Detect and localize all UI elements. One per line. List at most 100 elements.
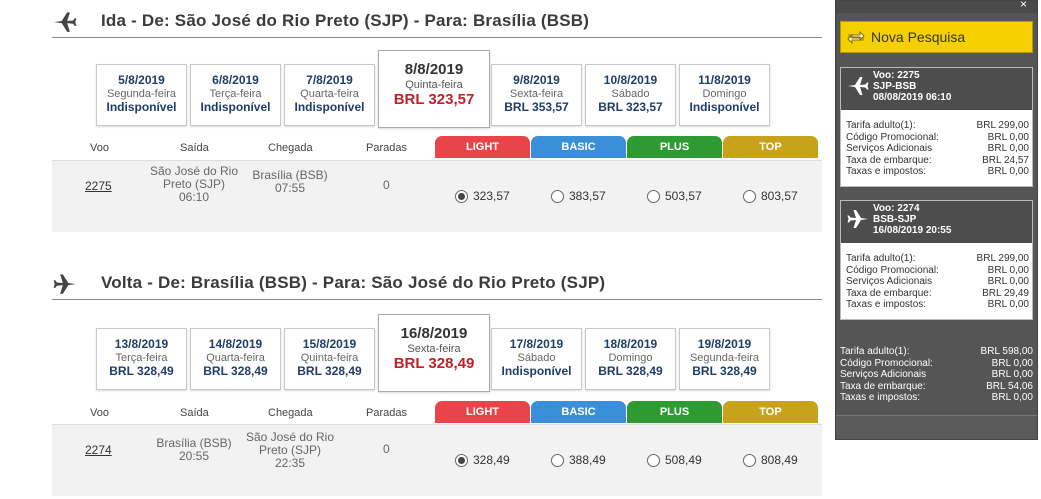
breakdown-value: BRL 0,00 [987, 166, 1029, 177]
radio-button[interactable] [551, 454, 564, 467]
return-header: Volta - De: Brasília (BSB) - Para: São J… [52, 266, 822, 300]
arrival-time: 22:35 [274, 456, 306, 470]
breakdown-value: BRL 29,49 [982, 287, 1029, 299]
total-value: BRL 0,00 [991, 357, 1033, 369]
breakdown-value: BRL 299,00 [976, 253, 1029, 264]
date-value: 10/8/2019 [603, 73, 658, 87]
fare-option-basic[interactable]: 383,57 [551, 189, 606, 203]
date-cell[interactable]: 5/8/2019 Segunda-feira Indisponível [96, 64, 187, 126]
fare-tab-light[interactable]: LIGHT [435, 136, 530, 158]
flight-summary-card: Voo: 2275 SJP-BSB 08/08/2019 06:10 Tarifa a… [840, 67, 1033, 187]
breakdown-value: BRL 24,57 [982, 154, 1029, 166]
total-label: Taxa de embarque: [840, 380, 926, 392]
date-cell[interactable]: 14/8/2019 Quarta-feira BRL 328,49 [190, 328, 281, 390]
fare-tab-basic[interactable]: BASIC [531, 136, 626, 158]
date-price: BRL 328,49 [297, 364, 362, 378]
fare-price: 323,57 [473, 189, 510, 203]
fare-price: 503,57 [665, 189, 702, 203]
breakdown-line: Tarifa adulto(1): BRL 299,00 [846, 120, 1029, 132]
card-route: BSB-SJP [873, 214, 917, 225]
total-value: BRL 54,06 [986, 380, 1033, 392]
new-search-button[interactable]: Nova Pesquisa [840, 21, 1033, 53]
selected-date-cell[interactable]: 8/8/2019 Quinta-feira BRL 323,57 [378, 50, 490, 128]
date-price: Indisponível [106, 100, 177, 114]
departure-time: 20:55 [178, 449, 210, 463]
date-cell[interactable]: 19/8/2019 Segunda-feira BRL 328,49 [679, 328, 770, 390]
fare-option-top[interactable]: 803,57 [743, 189, 798, 203]
radio-button[interactable] [743, 454, 756, 467]
fare-price: 328,49 [473, 453, 510, 467]
card-flight: Voo: 2275 [873, 70, 920, 81]
date-value: 15/8/2019 [302, 337, 357, 351]
selected-date-cell[interactable]: 16/8/2019 Sexta-feira BRL 328,49 [378, 314, 490, 392]
date-cell[interactable]: 13/8/2019 Terça-feira BRL 328,49 [96, 328, 187, 390]
breakdown-label: Taxas e impostos: [846, 166, 927, 177]
fare-tab-light[interactable]: LIGHT [435, 401, 530, 423]
fare-tab-top[interactable]: TOP [723, 136, 818, 158]
weekday: Quarta-feira [300, 88, 359, 100]
date-price: BRL 323,57 [393, 91, 475, 108]
date-cell[interactable]: 17/8/2019 Sábado Indisponível [491, 328, 582, 390]
departure-cell: Brasília (BSB) 20:55 [144, 437, 244, 463]
arrival-cell: São José do Rio Preto (SJP) 22:35 [240, 431, 340, 470]
radio-button[interactable] [551, 190, 564, 203]
fare-tab-top[interactable]: TOP [723, 401, 818, 423]
fare-option-plus[interactable]: 503,57 [647, 189, 702, 203]
weekday: Sábado [517, 352, 556, 364]
radio-button[interactable] [455, 190, 468, 203]
total-label: Código Promocional: [840, 357, 933, 369]
fare-breakdown: Tarifa adulto(1): BRL 299,00 Código Promoc… [846, 120, 1029, 178]
sidebar-footer [836, 415, 1037, 439]
card-title: Voo: 2275 SJP-BSB 08/08/2019 06:10 [873, 70, 951, 103]
radio-button[interactable] [647, 190, 660, 203]
close-icon[interactable]: × [1019, 0, 1027, 11]
breakdown-value: BRL 0,00 [987, 299, 1029, 310]
breakdown-line: Serviços Adicionais BRL 0,00 [846, 143, 1029, 155]
breakdown-label: Código Promocional: [846, 131, 939, 143]
sidebar-top-bar: × [836, 0, 1037, 13]
new-search-label: Nova Pesquisa [871, 29, 966, 45]
date-cell[interactable]: 15/8/2019 Quinta-feira BRL 328,49 [284, 328, 375, 390]
date-price: BRL 328,49 [109, 364, 174, 378]
column-header-flight: Voo [90, 407, 109, 419]
breakdown-line: Taxas e impostos: BRL 0,00 [846, 166, 1029, 178]
plane-return-icon [847, 210, 868, 228]
date-cell[interactable]: 9/8/2019 Sexta-feira BRL 353,57 [491, 64, 582, 126]
fare-option-plus[interactable]: 508,49 [647, 453, 702, 467]
departure-cell: São José do Rio Preto (SJP) 06:10 [144, 165, 244, 204]
breakdown-value: BRL 0,00 [987, 264, 1029, 276]
total-value: BRL 0,00 [991, 392, 1033, 403]
weekday: Quinta-feira [405, 79, 463, 91]
fare-option-light[interactable]: 328,49 [455, 453, 510, 467]
fare-option-basic[interactable]: 388,49 [551, 453, 606, 467]
date-cell[interactable]: 18/8/2019 Domingo BRL 328,49 [585, 328, 676, 390]
radio-button[interactable] [743, 190, 756, 203]
date-value: 19/8/2019 [697, 337, 752, 351]
card-header: Voo: 2274 BSB-SJP 16/08/2019 20:55 [841, 201, 1032, 243]
breakdown-label: Taxa de embarque: [846, 154, 932, 166]
arrival-airport: Brasília (BSB) [252, 168, 328, 182]
date-value: 17/8/2019 [509, 337, 564, 351]
date-cell[interactable]: 10/8/2019 Sábado BRL 323,57 [585, 64, 676, 126]
radio-button[interactable] [455, 454, 468, 467]
card-flight: Voo: 2274 [873, 203, 920, 214]
date-cell[interactable]: 6/8/2019 Terça-feira Indisponível [190, 64, 281, 126]
breakdown-label: Código Promocional: [846, 264, 939, 276]
fare-option-light[interactable]: 323,57 [455, 189, 510, 203]
flight-number-link[interactable]: 2275 [85, 179, 112, 193]
fare-tab-plus[interactable]: PLUS [627, 136, 722, 158]
date-cell[interactable]: 11/8/2019 Domingo Indisponível [679, 64, 770, 126]
fare-tab-plus[interactable]: PLUS [627, 401, 722, 423]
fare-option-top[interactable]: 808,49 [743, 453, 798, 467]
date-value: 13/8/2019 [114, 337, 169, 351]
fare-tab-basic[interactable]: BASIC [531, 401, 626, 423]
plane-depart-icon [848, 77, 869, 95]
fare-price: 383,57 [569, 189, 606, 203]
flight-number-link[interactable]: 2274 [85, 443, 112, 457]
radio-button[interactable] [647, 454, 660, 467]
date-cell[interactable]: 7/8/2019 Quarta-feira Indisponível [284, 64, 375, 126]
breakdown-line: Serviços Adicionais BRL 0,00 [846, 276, 1029, 288]
date-price: Indisponível [501, 364, 572, 378]
breakdown-line: Taxa de embarque: BRL 24,57 [846, 155, 1029, 167]
breakdown-line: Código Promocional: BRL 0,00 [846, 132, 1029, 144]
